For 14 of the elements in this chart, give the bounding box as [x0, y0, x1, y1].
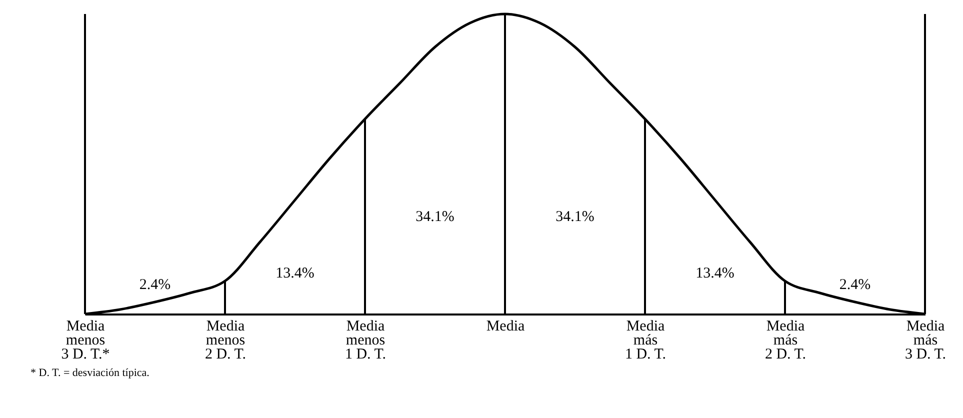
x-tick-label: Media	[486, 318, 525, 334]
annotation: 34.1%	[416, 208, 454, 225]
annotation: 13.4%	[276, 265, 314, 282]
x-tick-label: Media menos 2 D. T.	[204, 318, 246, 362]
x-tick-label: Media menos 1 D. T.	[344, 318, 386, 362]
annotation: 2.4%	[139, 277, 171, 293]
annotation: 2.4%	[839, 277, 871, 293]
text: * D. T. = desviación típica.	[30, 367, 150, 379]
annotation: 13.4%	[696, 265, 734, 282]
x-tick-label: Media más 3 D. T.	[904, 318, 946, 362]
x-tick-label: Media más 1 D. T.	[624, 318, 666, 362]
annotation: 34.1%	[556, 208, 594, 225]
x-tick-label: Media menos 3 D. T.*	[61, 318, 110, 362]
x-tick-label: Media más 2 D. T.	[764, 318, 806, 362]
